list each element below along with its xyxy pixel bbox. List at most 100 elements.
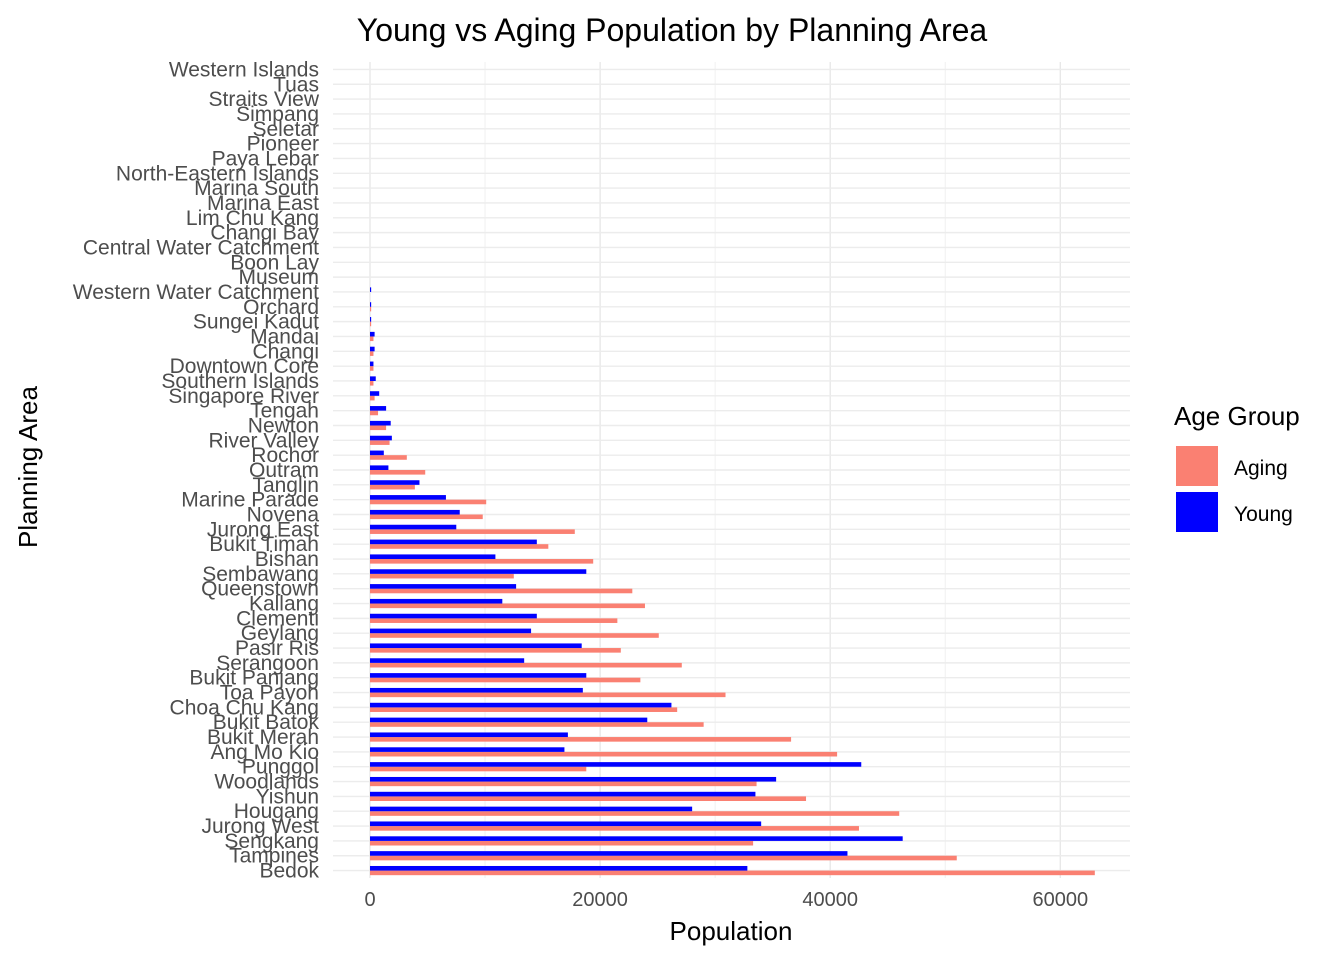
bar-young [370,331,375,337]
y-tick-label: Sungei Kadut [193,311,319,334]
y-tick-label: River Valley [209,429,320,452]
bar-aging [370,648,621,653]
bar-young [370,287,372,292]
y-tick-label: Bukit Timah [209,533,319,556]
y-tick-label: Jurong West [202,815,320,838]
y-tick-label: Sembawang [202,563,319,586]
bar-aging [370,826,859,831]
bar-young [370,643,582,649]
bar-aging [370,588,633,594]
y-tick-label: Tanglin [252,474,319,497]
y-tick-label: Lim Chu Kang [186,207,319,230]
bar-young [370,598,503,604]
y-tick-label: Tengah [250,400,319,423]
y-tick-label: Southern Islands [161,370,319,393]
y-tick-label: Changi [252,340,319,363]
y-tick-label: Boon Lay [230,251,319,274]
bar-young [370,762,862,767]
bar-aging [370,410,379,416]
bar-young [370,376,376,381]
y-tick-label: Choa Chu Kang [170,696,319,719]
bar-aging [370,751,838,757]
bar-young [370,450,384,456]
bar-aging [370,707,678,712]
y-tick-label: Ang Mo Kio [210,741,319,764]
bar-aging [370,603,645,609]
bar-young [370,346,375,352]
y-tick-label: Yishun [256,785,319,808]
bar-young [370,687,583,693]
x-tick-labels: 0 20000 40000 60000 [364,889,1088,911]
bar-young [370,851,848,856]
bar-young [370,836,903,841]
y-tick-label: Bukit Merah [207,726,319,749]
bar-aging [370,559,594,564]
y-tick-label: Kallang [249,593,319,616]
legend-label-young: Young [1234,503,1293,526]
legend: Age Group Aging Young [1174,401,1300,532]
bar-aging [370,484,415,490]
bar-aging [370,544,549,549]
y-tick-label: Western Water Catchment [73,281,319,304]
chart-title: Young vs Aging Population by Planning Ar… [357,12,988,48]
y-tick-label: Bukit Panjang [189,667,319,690]
bar-aging [370,855,957,861]
bar-aging [370,395,375,401]
y-tick-label: Hougang [234,800,319,823]
bar-young [370,509,460,515]
y-tick-label: Pioneer [247,133,319,156]
bar-young [370,717,648,723]
bar-young [370,732,568,738]
y-tick-label: Straits View [209,88,320,111]
y-tick-label: Tampines [229,845,319,868]
y-tick-label: Museum [238,266,319,289]
bar-young [370,420,391,426]
bar-young [370,821,762,827]
bar-aging [370,470,426,475]
bar-young [370,747,565,752]
y-tick-label: Geylang [241,622,319,645]
y-tick-label: Tuas [273,73,319,96]
y-tick-label: Outram [249,459,319,482]
bar-aging [370,692,726,698]
bar-aging [370,455,407,460]
bar-young [370,465,389,470]
bar-young [370,406,387,411]
bar-young [370,673,587,678]
bar-young [370,435,392,441]
bar-aging [370,766,587,772]
bar-young [370,391,380,396]
y-tick-label: Punggol [242,756,319,779]
x-tick-label: 60000 [1032,889,1088,911]
bar-aging [370,677,641,683]
y-tick-label: Seletar [252,118,319,141]
bar-young [370,776,777,782]
x-tick-label: 40000 [802,889,858,911]
bar-young [370,569,587,574]
y-tick-label: Simpang [236,103,319,126]
bar-young [370,628,532,634]
bar-aging [370,722,704,727]
y-tick-label: Toa Payoh [220,682,319,705]
bar-young [370,658,525,663]
bar-young [370,302,372,307]
bar-aging [370,321,372,327]
bar-aging [370,840,754,846]
x-tick-label: 20000 [572,889,628,911]
y-tick-label: Downtown Core [170,355,319,378]
bar-young [370,495,446,500]
y-tick-label: Bishan [255,548,319,571]
y-tick-label: Sengkang [224,830,319,853]
bar-young [370,361,374,367]
legend-title: Age Group [1174,401,1300,431]
bar-aging [370,306,372,312]
y-tick-label: Marina East [207,192,319,215]
y-tick-label: Rochor [251,444,319,467]
bar-young [370,539,537,545]
bar-aging [370,351,374,356]
y-tick-label: Marina South [194,177,319,200]
y-tick-label: Orchard [243,296,319,319]
